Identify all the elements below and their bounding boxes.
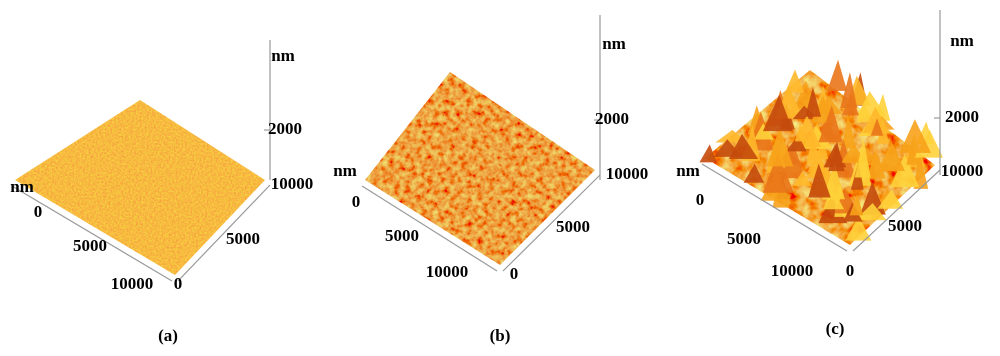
peak xyxy=(699,144,717,163)
z-tick-label: 2000 xyxy=(595,109,629,128)
peak xyxy=(785,69,805,93)
peak xyxy=(808,163,831,198)
peak xyxy=(818,105,843,143)
peak xyxy=(827,59,848,91)
right-tick-label: 10000 xyxy=(271,174,314,193)
peak xyxy=(855,203,887,221)
surfaces xyxy=(15,59,944,275)
peak xyxy=(785,135,807,152)
left-tick-label: 5000 xyxy=(727,229,761,248)
peak xyxy=(743,163,765,183)
peak xyxy=(876,117,890,144)
surface xyxy=(15,100,265,275)
left-tick-label: 10000 xyxy=(426,262,469,281)
z-unit: nm xyxy=(950,31,974,50)
peak xyxy=(854,138,871,178)
peak xyxy=(805,87,822,117)
right-tick-label: 5000 xyxy=(226,229,260,248)
panel-caption: (c) xyxy=(826,319,845,338)
peak xyxy=(877,141,905,171)
left-axis xyxy=(361,185,498,272)
left-unit: nm xyxy=(676,161,700,180)
peak xyxy=(728,133,759,159)
left-axis xyxy=(11,185,173,282)
panel-caption: (b) xyxy=(490,326,511,345)
z-unit: nm xyxy=(602,34,626,53)
right-axis xyxy=(177,184,271,282)
left-tick-label: 0 xyxy=(696,190,705,209)
peak xyxy=(841,114,857,149)
left-unit: nm xyxy=(333,161,357,180)
peak xyxy=(870,118,884,136)
right-tick-label: 0 xyxy=(174,274,183,293)
right-tick-label: 0 xyxy=(510,264,519,283)
left-tick-label: 0 xyxy=(352,192,361,211)
right-tick-label: 10000 xyxy=(606,164,649,183)
z-tick-label: 2000 xyxy=(945,107,979,126)
peak xyxy=(762,94,794,132)
peak xyxy=(906,142,920,165)
peak xyxy=(823,187,845,210)
surface-peaks xyxy=(699,59,944,241)
peak xyxy=(806,130,821,165)
peak xyxy=(913,149,929,189)
z-tick-label: 2000 xyxy=(268,119,302,138)
left-unit: nm xyxy=(10,177,34,196)
right-tick-label: 10000 xyxy=(941,161,984,180)
peak xyxy=(828,141,845,172)
right-tick-label: 5000 xyxy=(888,216,922,235)
left-tick-label: 10000 xyxy=(111,274,154,293)
peak xyxy=(754,123,774,140)
peak xyxy=(762,153,795,193)
peak xyxy=(849,194,864,216)
left-tick-label: 0 xyxy=(34,202,43,221)
right-axis xyxy=(502,174,601,272)
peak xyxy=(780,143,805,178)
peak xyxy=(793,170,812,186)
peak xyxy=(877,189,904,209)
peak xyxy=(856,91,887,117)
panel-caption: (a) xyxy=(158,326,178,345)
left-tick-label: 5000 xyxy=(385,226,419,245)
left-tick-label: 10000 xyxy=(771,261,814,280)
peak xyxy=(890,154,920,187)
peak xyxy=(899,119,932,153)
peak xyxy=(794,123,809,142)
peak xyxy=(845,216,872,241)
left-tick-label: 5000 xyxy=(73,236,107,255)
right-tick-label: 0 xyxy=(846,261,855,280)
right-axis xyxy=(852,169,941,252)
right-tick-label: 5000 xyxy=(556,217,590,236)
peak xyxy=(840,71,858,108)
surface xyxy=(365,72,595,265)
left-axis xyxy=(701,163,848,252)
z-unit: nm xyxy=(271,46,295,65)
peak xyxy=(766,127,794,167)
